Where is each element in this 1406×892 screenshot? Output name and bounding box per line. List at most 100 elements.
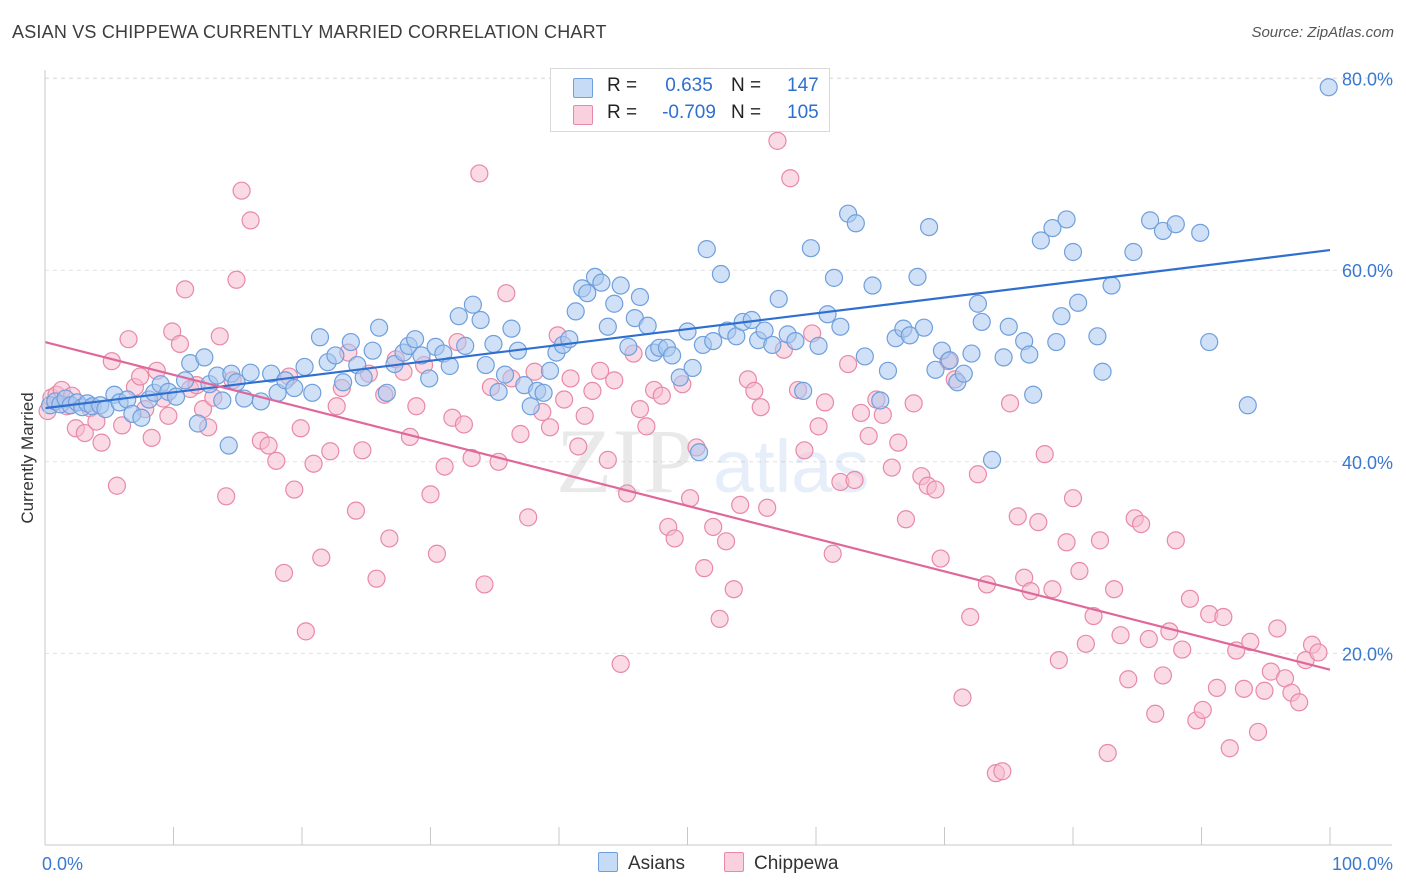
chippewa-point bbox=[470, 164, 489, 183]
chippewa-point bbox=[1035, 445, 1054, 464]
chippewa-point bbox=[232, 181, 251, 200]
chippewa-point bbox=[112, 416, 132, 435]
asians-point bbox=[972, 312, 991, 332]
asians-point bbox=[598, 317, 617, 336]
asians-point bbox=[1052, 307, 1071, 326]
asians-point bbox=[1020, 345, 1039, 364]
legend-item-asians: Asians bbox=[598, 852, 685, 875]
asians-point bbox=[578, 284, 597, 303]
chippewa-point bbox=[241, 211, 260, 230]
chippewa-point bbox=[1220, 739, 1239, 758]
chippewa-point bbox=[1255, 681, 1274, 700]
asians-point bbox=[662, 346, 682, 365]
chippewa-point bbox=[304, 454, 323, 473]
chippewa-point bbox=[961, 607, 980, 627]
n-label: N = bbox=[731, 75, 762, 96]
asians-point bbox=[188, 414, 208, 433]
axes bbox=[44, 70, 1392, 846]
asians-point bbox=[1069, 293, 1088, 312]
asians-point bbox=[449, 307, 468, 326]
chippewa-point bbox=[931, 549, 950, 568]
chippewa-point bbox=[851, 403, 871, 423]
chippewa-point bbox=[710, 609, 729, 629]
chippewa-point bbox=[611, 654, 630, 674]
asians-point bbox=[219, 436, 238, 455]
asians-point bbox=[786, 331, 805, 351]
chippewa-point bbox=[353, 441, 372, 460]
chippewa-swatch bbox=[573, 105, 593, 125]
chippewa-point bbox=[519, 508, 538, 527]
correlation-legend: R = 0.635 N = 147 R = -0.709 N = 105 bbox=[550, 68, 830, 132]
chippewa-point bbox=[210, 327, 229, 346]
chippewa-point bbox=[92, 433, 111, 452]
asians-swatch bbox=[573, 78, 593, 98]
chippewa-point bbox=[859, 426, 878, 446]
watermark-atlas: atlas bbox=[713, 425, 869, 508]
chippewa-point bbox=[75, 423, 94, 443]
chippewa-point bbox=[1090, 531, 1110, 550]
asians-point bbox=[592, 273, 611, 292]
chippewa-point bbox=[882, 458, 901, 477]
chippewa-point bbox=[823, 544, 842, 563]
asians-point bbox=[619, 337, 638, 356]
chippewa-point bbox=[583, 381, 602, 401]
asians-point bbox=[1191, 223, 1210, 242]
asians-point bbox=[213, 391, 232, 410]
chippewa-point bbox=[1049, 651, 1068, 670]
chippewa-point bbox=[1076, 634, 1095, 653]
asians-point bbox=[689, 443, 709, 462]
asians-point bbox=[489, 382, 508, 401]
asians-point bbox=[755, 321, 774, 340]
asians-point bbox=[420, 369, 439, 388]
asians-point bbox=[195, 348, 214, 367]
asians-point bbox=[476, 355, 495, 375]
asians-point bbox=[405, 330, 425, 349]
chippewa-point bbox=[993, 762, 1012, 781]
asians-point bbox=[285, 378, 304, 398]
chippewa-point bbox=[845, 470, 864, 490]
asians-point bbox=[295, 357, 314, 377]
chippewa-point bbox=[130, 367, 150, 386]
asians-point bbox=[1238, 396, 1257, 415]
chippewa-point bbox=[380, 529, 399, 548]
asians-point bbox=[354, 368, 373, 387]
asians-point bbox=[1024, 385, 1043, 404]
chippewa-swatch bbox=[724, 852, 744, 872]
asians-point bbox=[1063, 242, 1083, 262]
r-value: -0.709 bbox=[662, 102, 716, 123]
chippewa-point bbox=[427, 544, 447, 563]
asians-point bbox=[919, 217, 939, 237]
asians-point bbox=[456, 336, 475, 355]
asians-point bbox=[638, 316, 657, 335]
chippewa-point bbox=[1084, 606, 1103, 626]
chippewa-point bbox=[704, 517, 723, 537]
chippewa-point bbox=[407, 397, 426, 416]
chippewa-point bbox=[1180, 589, 1200, 608]
chippewa-point bbox=[119, 330, 138, 349]
asians-point bbox=[1047, 332, 1066, 352]
chippewa-point bbox=[1173, 640, 1192, 659]
chippewa-point bbox=[896, 510, 916, 529]
chippewa-point bbox=[1193, 700, 1212, 720]
chippewa-point bbox=[751, 398, 770, 417]
chippewa-point bbox=[768, 131, 787, 150]
n-value: 105 bbox=[787, 102, 819, 123]
chippewa-point bbox=[259, 436, 278, 455]
legend-asians-label: Asians bbox=[628, 853, 686, 874]
chippewa-point bbox=[497, 284, 516, 303]
asians-point bbox=[994, 348, 1013, 367]
chippewa-trend-line bbox=[44, 340, 1331, 671]
asians-point bbox=[763, 335, 782, 355]
asians-point bbox=[863, 276, 882, 295]
chippewa-point bbox=[285, 480, 304, 499]
asians-point bbox=[824, 268, 844, 287]
chippewa-point bbox=[605, 371, 624, 390]
asians-point bbox=[1043, 218, 1062, 238]
x-tick-label: 100.0% bbox=[1332, 854, 1393, 874]
chippewa-point bbox=[274, 563, 294, 583]
asians-point bbox=[678, 322, 697, 341]
asians-point bbox=[370, 318, 389, 337]
chippewa-point bbox=[555, 390, 574, 409]
legend-chippewa-label: Chippewa bbox=[754, 853, 839, 874]
